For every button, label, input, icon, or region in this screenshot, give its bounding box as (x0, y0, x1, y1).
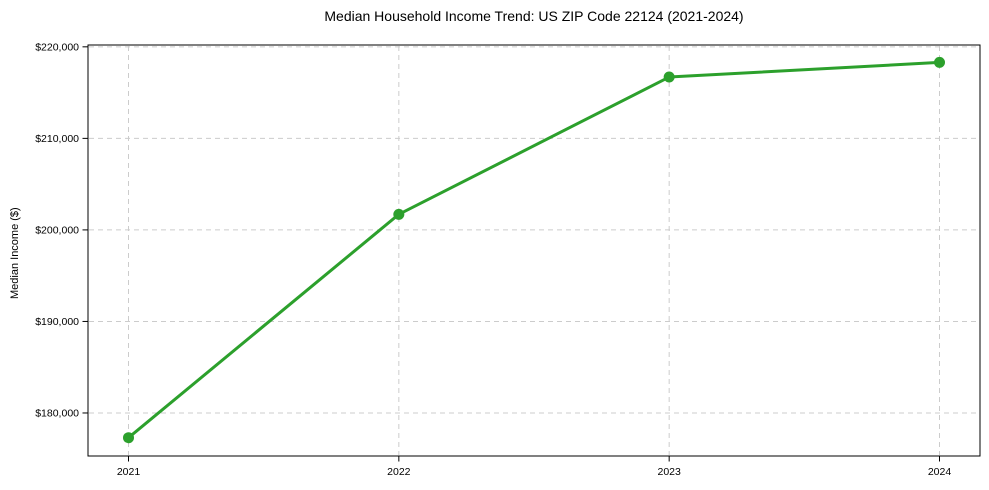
data-point (123, 432, 134, 444)
data-point (934, 56, 945, 68)
x-tick-label: 2024 (928, 466, 952, 478)
x-tick-label: 2022 (387, 466, 411, 478)
chart-title: Median Household Income Trend: US ZIP Co… (324, 8, 744, 24)
y-tick-label: $190,000 (35, 316, 79, 328)
x-tick-label: 2021 (117, 466, 141, 478)
y-tick-label: $210,000 (35, 133, 79, 145)
x-tick-label: 2023 (657, 466, 681, 478)
y-tick-label: $200,000 (35, 224, 79, 236)
trend-line (127, 60, 941, 440)
data-point (663, 71, 675, 83)
plot-border (87, 44, 981, 457)
data-point (393, 208, 405, 220)
y-tick-label: $220,000 (35, 41, 79, 53)
y-tick-label: $180,000 (35, 407, 79, 419)
